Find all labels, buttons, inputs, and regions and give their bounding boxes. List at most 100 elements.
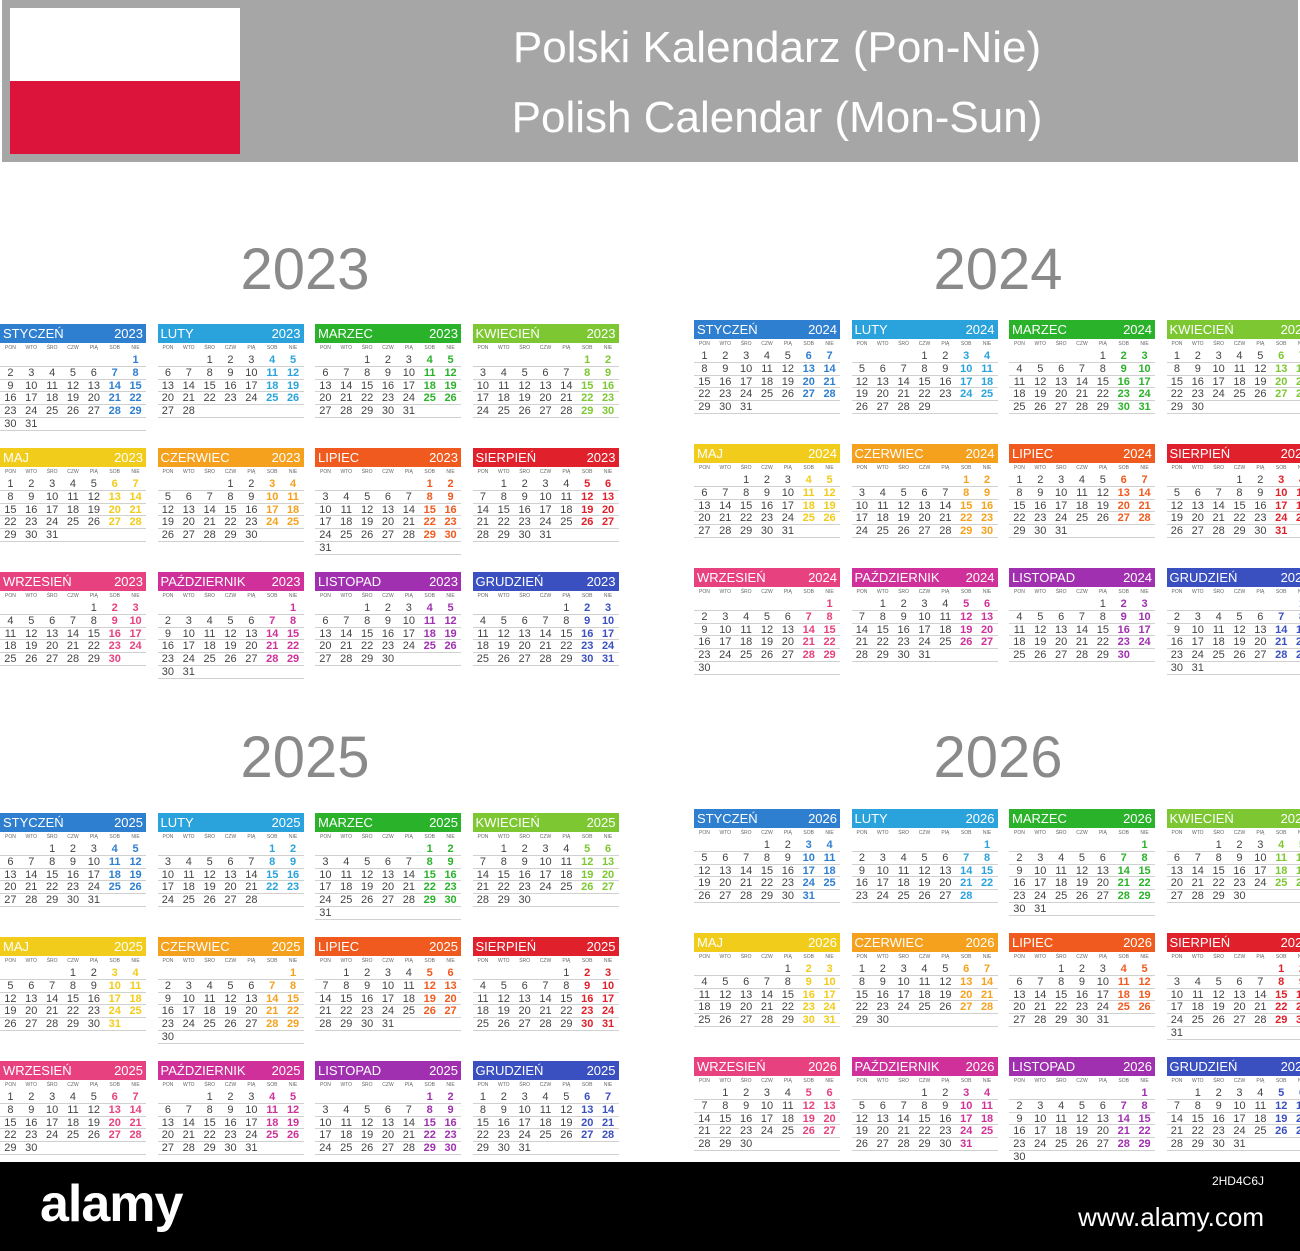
day-cell: 2 [282, 843, 304, 856]
day-cell: 28 [851, 649, 873, 662]
day-cell: 23 [851, 890, 873, 903]
day-cell: 18 [555, 869, 577, 882]
day-cell: 6 [514, 615, 536, 628]
day-cell: 3 [714, 611, 736, 624]
month-header: SIERPIEŃ 2025 [472, 937, 619, 956]
day-cell: 6 [1092, 1100, 1114, 1113]
day-cell: 23 [440, 1129, 461, 1143]
day-cell: 21 [125, 1117, 146, 1130]
empty-day-cell [125, 529, 146, 542]
empty-day-cell [1071, 1087, 1093, 1100]
day-cell: 14 [398, 1117, 420, 1130]
day-cell: 26 [356, 529, 378, 542]
day-cell: 9 [514, 856, 536, 869]
day-cell: 13 [1050, 624, 1072, 637]
day-cell: 12 [777, 363, 799, 376]
day-cell: 15 [199, 1117, 221, 1130]
weekday-label: PIĄ [1098, 830, 1107, 836]
day-cell: 31 [1029, 903, 1051, 916]
day-cell: 28 [125, 1129, 146, 1143]
weekday-label: SOB [109, 958, 120, 964]
day-cell: 18 [976, 376, 998, 389]
empty-day-cell [315, 354, 336, 367]
day-cell: 27 [377, 894, 399, 907]
day-cell: 12 [1029, 376, 1051, 389]
day-cell: 24 [377, 1005, 399, 1019]
day-cell: 13 [377, 869, 399, 882]
day-cell: 27 [872, 1138, 894, 1151]
day-cell: 23 [714, 388, 736, 402]
day-cell: 22 [735, 512, 757, 526]
day-cell: 23 [597, 392, 619, 406]
day-cell: 10 [535, 856, 556, 869]
weekday-label: CZW [1233, 954, 1246, 960]
empty-day-cell [398, 843, 420, 856]
day-cell: 15 [1291, 624, 1300, 637]
day-cell: 7 [261, 980, 283, 993]
day-cell: 10 [1166, 989, 1188, 1002]
day-cell: 16 [440, 1117, 461, 1130]
day-cell: 18 [976, 1113, 998, 1126]
day-cell: 19 [20, 640, 42, 654]
day-cell: 7 [555, 367, 577, 380]
day-cell: 22 [419, 1129, 441, 1143]
day-cell: 25 [199, 1018, 221, 1031]
day-cell: 1 [1208, 839, 1230, 852]
weekday-label: CZW [1076, 465, 1088, 471]
day-cell: 14 [199, 504, 221, 517]
day-cell: 2 [104, 602, 126, 615]
day-cell: 26 [419, 1005, 441, 1019]
weekday-label: NIE [131, 834, 140, 840]
weekday-label: ŚRO [1213, 1078, 1225, 1084]
day-cell: 22 [419, 881, 441, 895]
day-cell: 30 [1113, 649, 1135, 662]
day-cell: 3 [819, 963, 840, 976]
empty-day-cell [199, 843, 221, 856]
day-cell: 18 [872, 512, 894, 526]
day-cell: 1 [125, 354, 146, 367]
day-cell: 17 [1050, 500, 1072, 513]
day-cell: 6 [777, 611, 799, 624]
day-cell: 19 [83, 504, 105, 517]
day-cell: 21 [1166, 1125, 1188, 1139]
day-cell: 5 [220, 980, 241, 993]
empty-day-cell [955, 649, 977, 662]
day-cell: 5 [419, 967, 441, 980]
month-name: MARZEC [318, 326, 373, 341]
day-cell: 1 [694, 350, 715, 363]
day-cell: 25 [1270, 877, 1292, 891]
day-cell: 22 [1187, 1125, 1209, 1139]
day-cell: 25 [41, 405, 63, 418]
month-year: 2023 [586, 450, 616, 465]
empty-day-cell [1229, 1027, 1250, 1040]
day-cell: 26 [1071, 1138, 1093, 1151]
day-cell: 2 [1071, 963, 1093, 976]
day-cell: 11 [125, 980, 146, 993]
day-cell: 26 [440, 392, 461, 406]
empty-day-cell [125, 653, 146, 666]
day-cell: 23 [735, 1125, 757, 1139]
month-year: 2024 [1123, 322, 1152, 337]
weekday-label: PIĄ [404, 593, 413, 599]
day-cell: 10 [472, 380, 494, 393]
empty-day-cell [893, 350, 915, 363]
month-header: MAJ 2025 [0, 937, 146, 956]
day-cell: 25 [419, 392, 441, 406]
day-cell: 1 [1187, 1087, 1209, 1100]
empty-day-cell [576, 529, 598, 542]
empty-day-cell [597, 894, 619, 907]
empty-day-cell [282, 1031, 304, 1044]
empty-day-cell [335, 602, 357, 615]
day-cell: 30 [756, 525, 778, 538]
day-cell: 27 [535, 405, 556, 418]
day-cell: 2 [1208, 1087, 1230, 1100]
empty-day-cell [1009, 963, 1030, 976]
month-header: LIPIEC 2023 [315, 448, 461, 467]
day-cell: 10 [597, 615, 619, 628]
day-cell: 2 [851, 852, 873, 865]
month-header: LISTOPAD 2023 [315, 572, 461, 591]
